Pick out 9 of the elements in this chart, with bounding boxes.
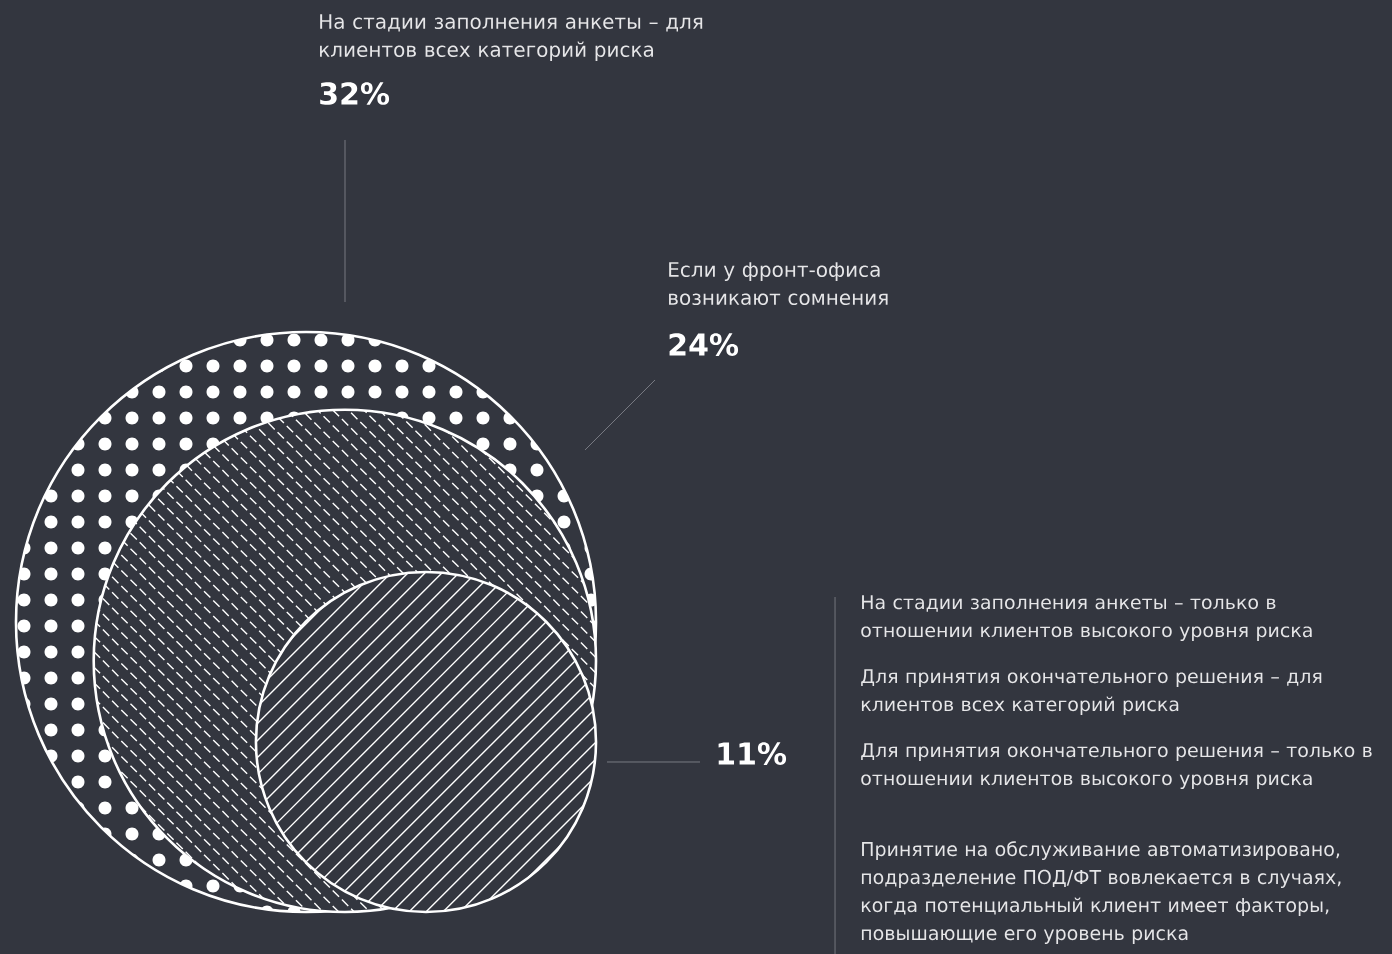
data-label: 24% [669,332,739,356]
text: Для принятия окончательного решения – только в отношении клиентов высокого уровня риска [861,743,1372,789]
category-label: Если у фронт-офиса возникают сомнения [669,262,888,305]
text: Для принятия окончательного решения – для клиентов всех категорий риска [861,669,1322,715]
data-label: 32% [320,81,390,105]
text: Принятие на обслуживание автоматизировано, подразделение ПОД/ФТ вовлекается в случаях, когда потенциальный клиент имеет факторы, повышающие его уровень риска [861,841,1341,944]
data-label: 11% [718,742,787,765]
category-label: На стадии заполнения анкеты – для клиентов всех категорий риска [320,14,703,61]
text: На стадии заполнения анкеты – только в отношении клиентов высокого уровня риска [861,595,1312,641]
